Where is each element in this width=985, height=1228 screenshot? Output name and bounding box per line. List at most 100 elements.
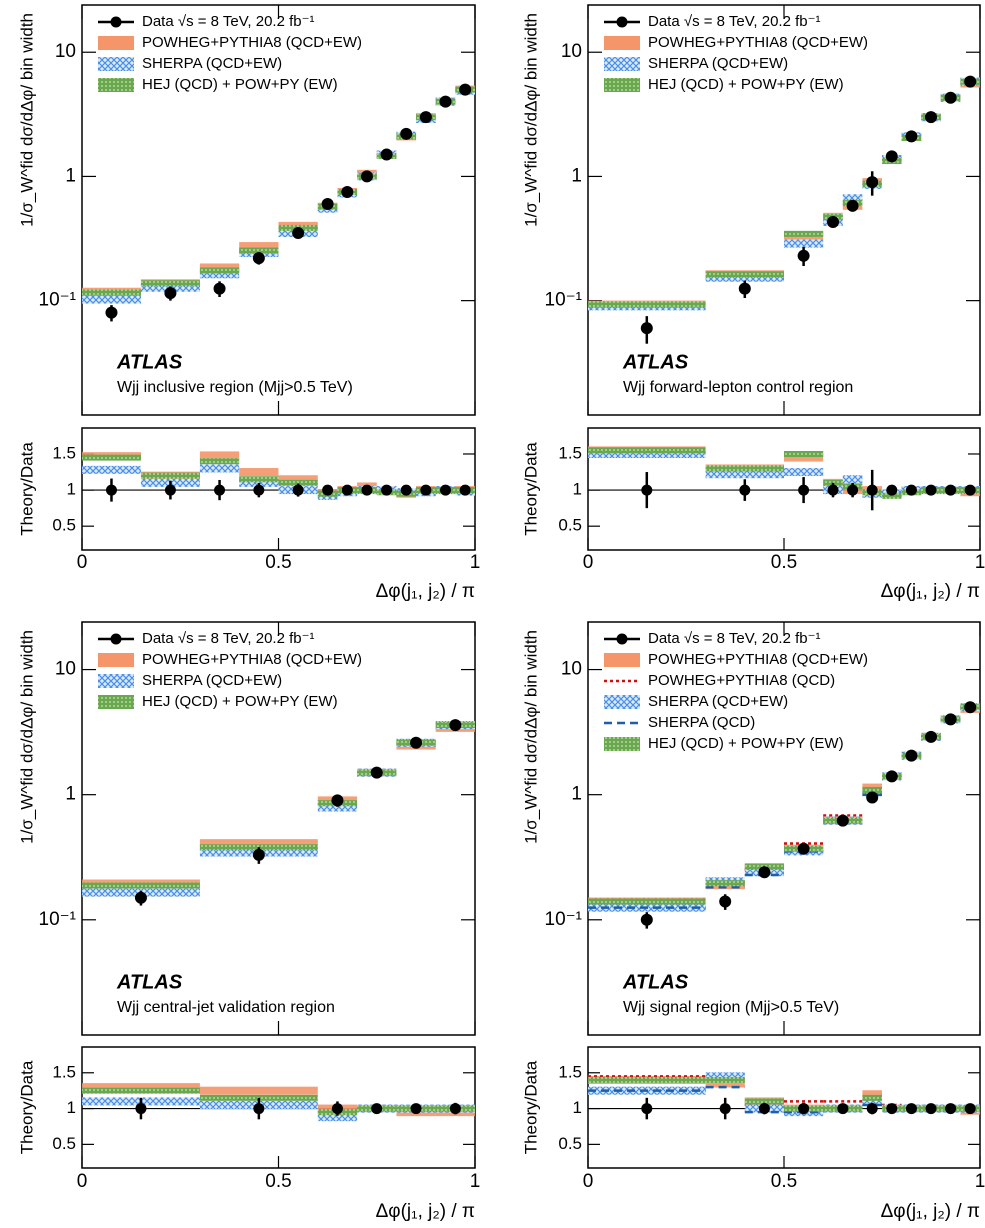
theory-green-band: [705, 880, 745, 887]
data-point: [866, 176, 879, 189]
atlas-label: ATLAS: [622, 351, 689, 373]
theory-band: [784, 453, 824, 462]
data-point: [360, 170, 373, 183]
ratio-data-point: [837, 1103, 849, 1115]
theory-hatch: [705, 470, 784, 479]
x-tick-label: 1: [470, 552, 481, 573]
ratio-data-point: [410, 1103, 422, 1115]
legend-symbol: [604, 737, 640, 751]
data-point: [797, 842, 810, 855]
legend-label: POWHEG+PYTHIA8 (QCD+EW): [648, 651, 868, 668]
ratio-data-point: [964, 484, 976, 496]
ratio-data-point: [253, 484, 265, 496]
x-axis-label: Δφ(j₁, j₂) / π: [376, 581, 475, 602]
theory-green-band: [862, 1094, 882, 1101]
ratio-data-point: [798, 484, 810, 496]
theory-hatch: [705, 1072, 745, 1081]
x-tick-label: 0: [77, 1171, 88, 1192]
theory-green-band: [744, 1098, 784, 1105]
ratio-data-point: [420, 484, 432, 496]
theory-green-band: [278, 479, 318, 486]
ratio-data-point: [866, 1103, 878, 1115]
ratio-data-point: [964, 1103, 976, 1115]
x-axis-label: Δφ(j₁, j₂) / π: [376, 1201, 475, 1222]
theory-green-band: [862, 786, 882, 793]
x-tick-label: 0.5: [265, 552, 291, 573]
data-point: [400, 127, 413, 140]
ratio-data-point: [798, 1103, 810, 1115]
theory-hatch: [784, 468, 824, 477]
legend-symbol: [616, 16, 628, 28]
theory-band: [199, 839, 318, 848]
theory-green-band: [588, 301, 706, 308]
data-point: [885, 150, 898, 163]
theory-hatch: [705, 273, 784, 282]
theory-hatch: [784, 239, 824, 248]
data-point: [758, 866, 771, 879]
y-axis-label: 1/σ_W^fid dσ/dΔφ/ bin width: [521, 13, 540, 227]
data-point: [836, 814, 849, 827]
data-point: [827, 215, 839, 228]
theory-green-band: [784, 450, 824, 457]
data-point: [885, 770, 898, 783]
ratio-data-point: [253, 1103, 265, 1115]
theory-hatch: [862, 1097, 882, 1106]
theory-green-band: [588, 447, 706, 454]
data-point: [964, 701, 977, 714]
x-tick-label: 0: [583, 1171, 594, 1192]
ratio-data-point: [331, 1103, 343, 1115]
y-tick-label: 10: [55, 41, 76, 62]
x-tick-label: 0.5: [771, 1171, 797, 1192]
theory-green-band: [882, 492, 902, 499]
ratio-data-point: [322, 484, 334, 496]
ratio-y-axis-label: Theory/Data: [17, 442, 36, 536]
region-label: Wjj central-jet validation region: [117, 999, 335, 1016]
legend-label: HEJ (QCD) + POW+PY (EW): [648, 76, 844, 93]
data-point: [164, 287, 177, 300]
legend-symbol: [98, 674, 134, 688]
data-point: [410, 736, 423, 749]
ratio-data-point: [827, 484, 839, 496]
data-point: [944, 713, 957, 726]
legend-symbol: [616, 633, 628, 645]
legend-label: Data √s = 8 TeV, 20.2 fb⁻¹: [648, 630, 821, 647]
data-point: [846, 199, 859, 212]
theory-green-band: [82, 882, 200, 889]
data-point: [213, 282, 226, 295]
y-tick-label: 1: [65, 165, 76, 186]
ratio-data-point: [292, 484, 304, 496]
data-point: [905, 749, 918, 762]
theory-green-band: [588, 1076, 706, 1083]
theory-green-band: [140, 280, 200, 287]
theory-hatch: [82, 465, 141, 474]
data-point: [964, 75, 977, 88]
data-point: [738, 282, 751, 295]
y-tick-label: 10: [561, 41, 582, 62]
legend-label: SHERPA (QCD+EW): [648, 693, 788, 710]
ratio-y-axis-label: Theory/Data: [521, 442, 540, 536]
ratio-y-tick-label: 1: [67, 1098, 76, 1117]
atlas-label: ATLAS: [116, 351, 183, 373]
x-tick-label: 1: [975, 1171, 985, 1192]
theory-green-band: [82, 289, 141, 296]
ratio-y-tick-label: 1.5: [52, 1062, 76, 1081]
data-point: [370, 766, 383, 779]
ratio-data-point: [164, 484, 176, 496]
ratio-y-tick-label: 0.5: [52, 516, 76, 535]
y-tick-label: 10: [55, 659, 76, 680]
ratio-y-tick-label: 1.5: [558, 1062, 582, 1081]
region-label: Wjj forward-lepton control region: [623, 379, 853, 396]
ratio-data-point: [641, 1103, 653, 1115]
ratio-data-point: [719, 1103, 731, 1115]
theory-green-band: [82, 454, 141, 461]
y-tick-label: 10⁻¹: [39, 290, 77, 311]
ratio-data-point: [400, 484, 412, 496]
ratio-y-tick-label: 0.5: [52, 1134, 76, 1153]
theory-green-band: [784, 230, 824, 237]
theory-green-band: [82, 1087, 200, 1094]
theory-band: [199, 451, 240, 460]
data-point: [105, 306, 118, 319]
ratio-data-point: [945, 1103, 957, 1115]
y-axis-label: 1/σ_W^fid dσ/dΔφ/ bin width: [521, 630, 540, 844]
theory-green-band: [239, 476, 279, 483]
